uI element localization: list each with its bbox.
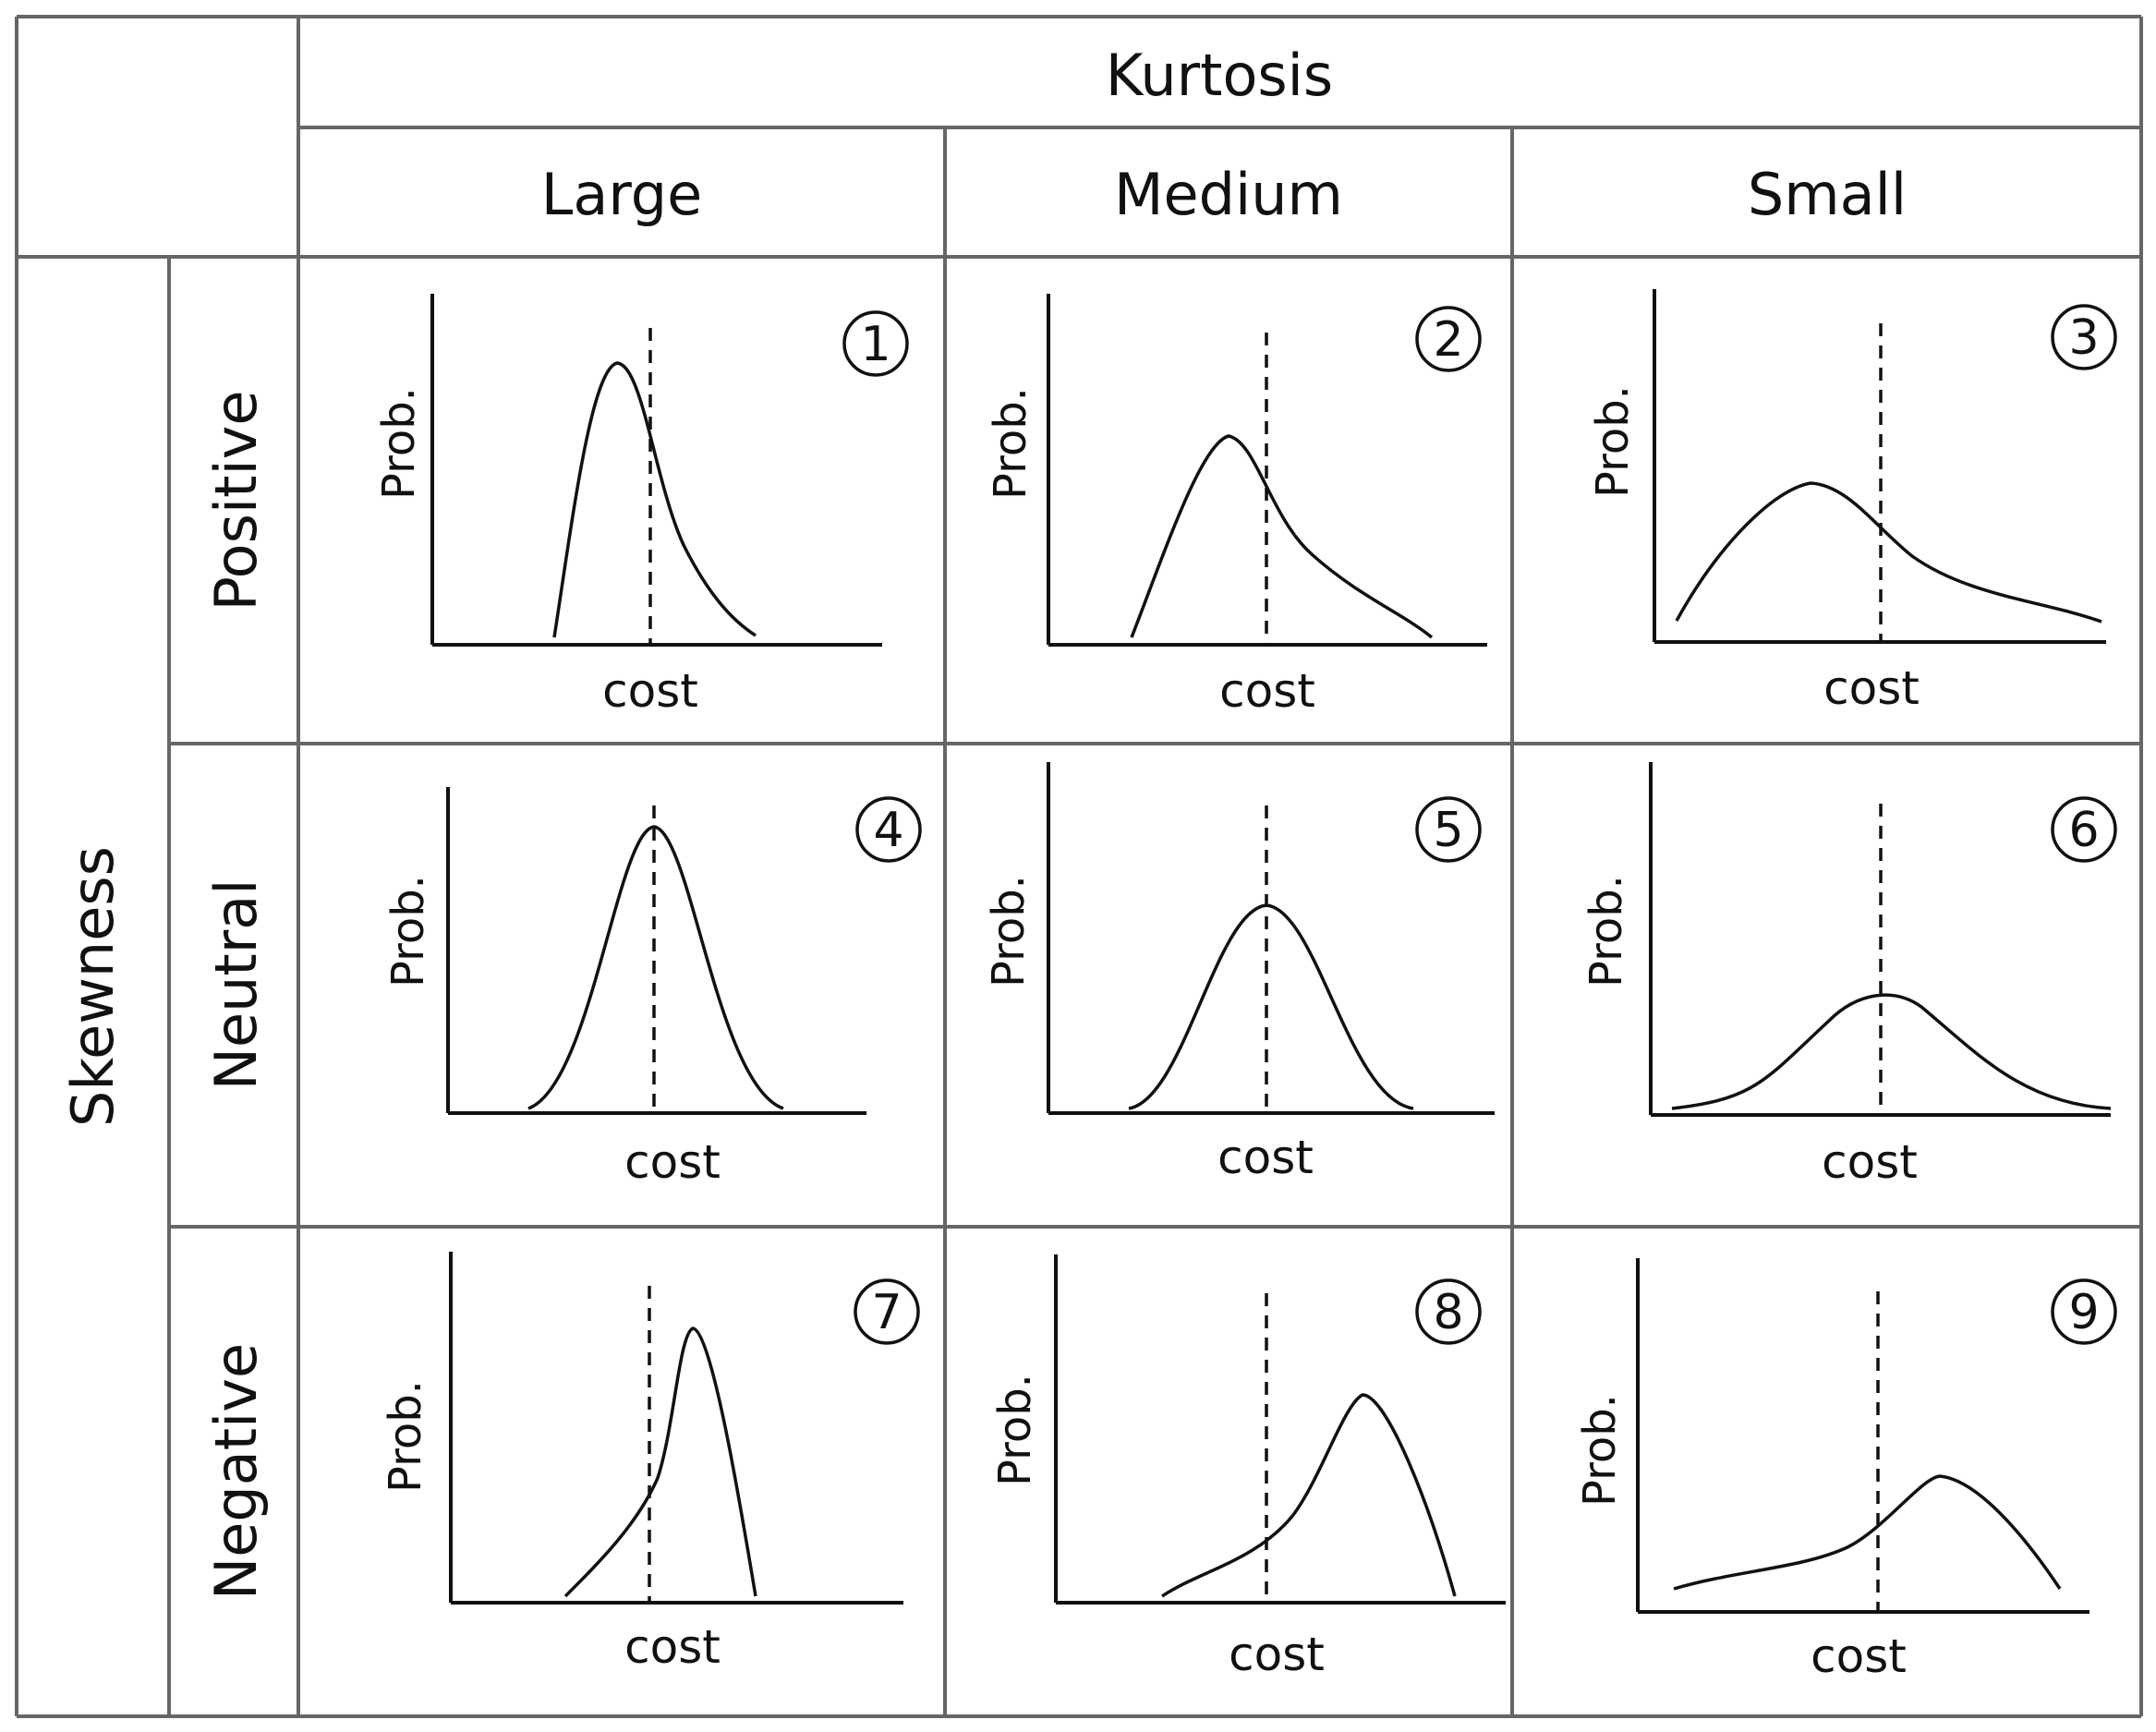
chart-panel-5: Prob. cost 5 [983, 762, 1495, 1184]
panel-number: 7 [871, 1285, 902, 1340]
panel-number-circle [855, 796, 922, 863]
x-axis-label: cost [1229, 1628, 1325, 1681]
distribution-curve [1130, 434, 1434, 639]
chart-panel-2: Prob. cost 2 [985, 294, 1487, 718]
chart-panel-8: Prob. cost 8 [989, 1254, 1506, 1681]
chart-panel-1: Prob. cost 1 [373, 294, 909, 718]
panel-number: 4 [873, 803, 903, 858]
y-axis-label: Prob. [382, 875, 434, 987]
distribution-curve [1161, 1393, 1457, 1598]
column-header-large: Large [541, 161, 702, 228]
x-axis-label: cost [1219, 664, 1315, 718]
y-axis-label: Prob. [1587, 385, 1639, 498]
distribution-curve [527, 825, 784, 1110]
panel-number-circle [1415, 796, 1482, 863]
x-axis-label: cost [602, 664, 698, 718]
x-axis-label: cost [624, 1620, 721, 1674]
panel-number: 3 [2068, 310, 2099, 366]
distribution-curve [1675, 481, 2102, 624]
table-grid [15, 15, 2143, 1718]
distribution-curve [1673, 1474, 2062, 1591]
x-axis-label: cost [1217, 1131, 1314, 1184]
x-axis-label: cost [624, 1135, 721, 1189]
panel-number: 8 [1433, 1285, 1463, 1340]
x-axis-label: cost [1823, 661, 1920, 715]
skewness-header: Skewness [59, 846, 127, 1127]
column-header-medium: Medium [1114, 161, 1343, 228]
chart-panels: Prob. cost 1 Prob. cost 2 Prob. cost 3 Prob. cost 4… [373, 289, 2117, 1683]
panel-number: 6 [2068, 803, 2099, 858]
panel-number-circle [842, 310, 909, 377]
row-header-negative: Negative [202, 1343, 270, 1600]
chart-panel-4: Prob. cost 4 [382, 787, 922, 1189]
distribution-curve [1128, 903, 1414, 1110]
distribution-curve [552, 361, 757, 638]
panel-number-circle [1415, 306, 1482, 372]
panel-number: 2 [1433, 312, 1463, 368]
kurtosis-header: Kurtosis [1106, 42, 1333, 109]
chart-panel-3: Prob. cost 3 [1587, 289, 2117, 715]
panel-number-circle [2051, 796, 2117, 863]
y-axis-label: Prob. [983, 875, 1035, 987]
chart-panel-7: Prob. cost 7 [380, 1252, 920, 1674]
panel-number-circle [2051, 304, 2117, 370]
y-axis-label: Prob. [989, 1374, 1041, 1486]
x-axis-label: cost [1822, 1135, 1918, 1189]
y-axis-label: Prob. [1581, 875, 1632, 987]
y-axis-label: Prob. [1574, 1394, 1626, 1507]
y-axis-label: Prob. [373, 387, 425, 500]
row-header-neutral: Neutral [202, 879, 270, 1091]
panel-number: 5 [1433, 803, 1463, 858]
chart-panel-9: Prob. cost 9 [1574, 1258, 2117, 1683]
panel-number: 1 [860, 317, 890, 372]
x-axis-label: cost [1811, 1629, 1907, 1683]
panel-number: 9 [2068, 1285, 2099, 1340]
panel-number-circle [1415, 1278, 1482, 1345]
panel-number-circle [2051, 1278, 2117, 1345]
y-axis-label: Prob. [380, 1380, 431, 1493]
panel-number-circle [854, 1278, 920, 1345]
chart-panel-6: Prob. cost 6 [1581, 762, 2117, 1189]
column-header-small: Small [1748, 161, 1907, 228]
distribution-curve [1671, 993, 2112, 1110]
row-header-positive: Positive [202, 390, 270, 611]
distribution-curve [563, 1326, 757, 1598]
y-axis-label: Prob. [985, 387, 1036, 500]
